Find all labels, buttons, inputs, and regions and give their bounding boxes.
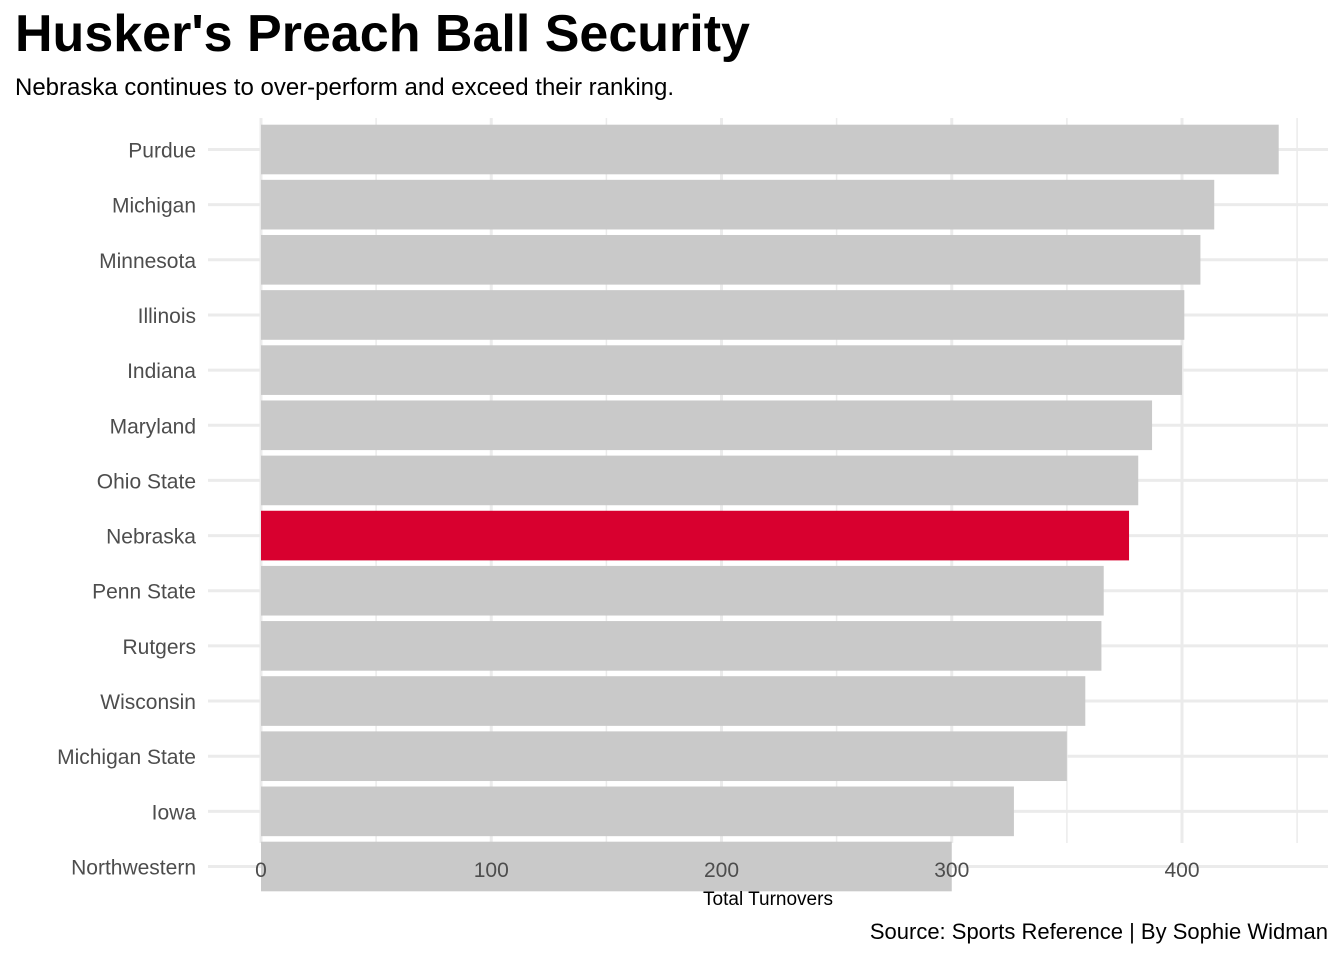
y-tick-label: Michigan [112, 195, 196, 218]
bar [261, 345, 1182, 395]
bar-highlight [261, 510, 1130, 561]
y-tick-label: Penn State [92, 581, 196, 604]
x-tick-label: 0 [255, 859, 267, 882]
bar [261, 179, 1215, 230]
y-tick-label: Indiana [127, 360, 196, 383]
bar [261, 621, 1102, 671]
y-tick-label: Ohio State [97, 470, 196, 493]
x-tick-label: 100 [474, 859, 509, 882]
bar [261, 124, 1279, 175]
y-tick-label: Nebraska [106, 526, 196, 549]
chart-title: Husker's Preach Ball Security [15, 5, 750, 63]
x-tick-label: 400 [1164, 859, 1199, 882]
x-axis-title: Total Turnovers [703, 889, 833, 910]
y-tick-label: Maryland [110, 415, 196, 438]
x-tick-label: 300 [934, 859, 969, 882]
y-tick-label: Minnesota [99, 250, 196, 273]
bar [261, 400, 1153, 451]
bar [261, 290, 1185, 340]
bar [261, 731, 1067, 782]
y-tick-label: Illinois [138, 305, 196, 328]
y-tick-label: Purdue [128, 140, 196, 163]
chart-caption: Source: Sports Reference | By Sophie Wid… [869, 919, 1328, 944]
y-tick-label: Iowa [152, 801, 197, 824]
chart-subtitle: Nebraska continues to over-perform and e… [15, 74, 675, 101]
x-tick-label: 200 [704, 859, 739, 882]
y-tick-label: Rutgers [122, 636, 196, 659]
y-tick-label: Wisconsin [100, 691, 196, 714]
bar [261, 676, 1086, 726]
bar [261, 565, 1104, 616]
y-tick-label: Michigan State [57, 746, 196, 769]
y-tick-label: Northwestern [71, 857, 196, 880]
bar [261, 234, 1201, 285]
bar [261, 841, 952, 892]
bar [261, 786, 1014, 837]
bar [261, 455, 1139, 506]
